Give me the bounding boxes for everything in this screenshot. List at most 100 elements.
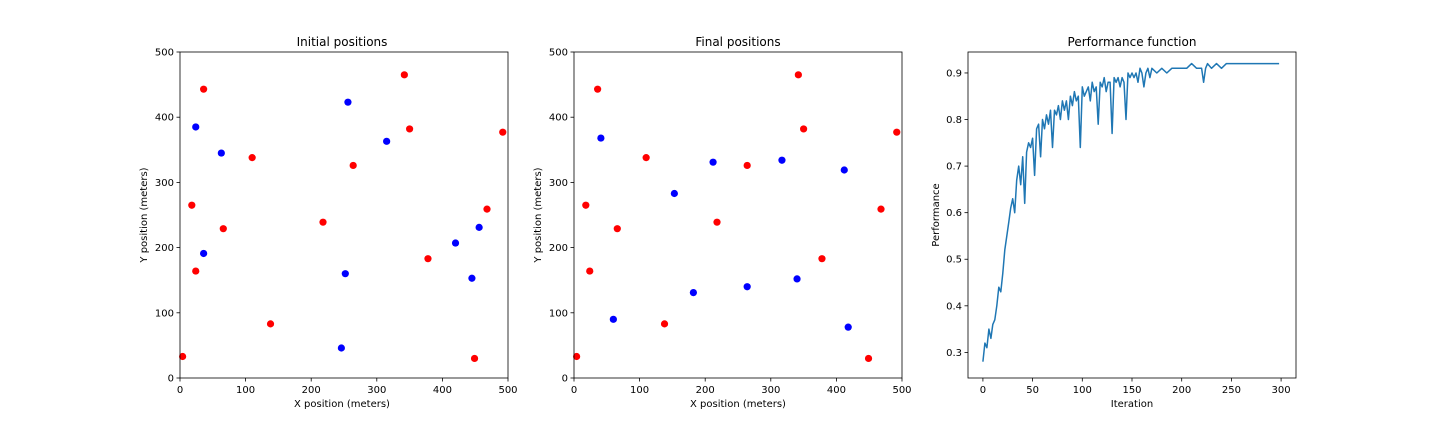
x-axis-label: Iteration (1111, 399, 1153, 410)
blue-point (743, 283, 751, 291)
blue-point (609, 315, 617, 323)
x-tick-label: 300 (367, 385, 386, 396)
chart-title: Performance function (1068, 35, 1197, 49)
y-tick-label: 0.7 (946, 162, 962, 173)
red-point (586, 267, 594, 275)
x-axis-label: X position (meters) (294, 399, 390, 410)
y-tick-label: 400 (155, 113, 174, 124)
y-tick-label: 100 (155, 308, 174, 319)
x-tick-label: 200 (1172, 385, 1191, 396)
axis-ticks: 0 100 200 300 400 500 0 100 200 300 400 500 (549, 48, 912, 397)
x-axis-label: X position (meters) (690, 399, 786, 410)
y-tick-label: 0.3 (946, 348, 962, 359)
chart-title: Initial positions (297, 35, 388, 49)
red-point (483, 205, 491, 213)
y-tick-label: 0.9 (946, 68, 962, 79)
red-point (864, 354, 873, 363)
x-tick-label: 400 (827, 385, 846, 396)
y-tick-label: 0 (168, 374, 174, 385)
y-tick-label: 0.6 (946, 208, 962, 219)
red-point (219, 225, 227, 233)
red-point (713, 218, 721, 226)
blue-point (468, 274, 476, 282)
red-point (818, 255, 826, 263)
blue-point (344, 98, 352, 106)
x-tick-label: 500 (498, 385, 517, 396)
x-tick-label: 300 (1272, 385, 1291, 396)
data-points (573, 71, 901, 363)
y-tick-label: 200 (549, 243, 568, 254)
red-point (319, 218, 327, 226)
red-point (660, 320, 669, 328)
red-point (179, 352, 187, 361)
x-tick-label: 50 (1026, 385, 1039, 396)
x-tick-label: 0 (177, 385, 183, 396)
red-point (424, 255, 432, 263)
red-point (200, 85, 208, 93)
red-point (406, 125, 414, 133)
red-point (400, 71, 408, 79)
x-tick-label: 150 (1122, 385, 1141, 396)
y-tick-label: 500 (549, 48, 568, 59)
red-point (582, 201, 590, 209)
blue-point (337, 344, 345, 352)
blue-point (217, 149, 225, 157)
blue-point (475, 223, 483, 231)
y-tick-label: 200 (155, 243, 174, 254)
blue-point (670, 189, 678, 198)
blue-point (793, 275, 801, 283)
blue-point (597, 134, 605, 142)
red-point (573, 352, 581, 361)
axis-ticks: 0 100 200 300 400 500 0 100 200 300 400 500 (155, 48, 518, 397)
y-tick-label: 300 (155, 178, 174, 189)
blue-point (840, 166, 848, 174)
blue-point (778, 156, 786, 164)
red-point (266, 320, 275, 328)
x-tick-label: 0 (571, 385, 577, 396)
final-positions-chart: Final positions X position (meters) Y po… (533, 35, 912, 410)
x-tick-label: 300 (761, 385, 780, 396)
x-tick-label: 500 (892, 385, 911, 396)
x-tick-label: 200 (696, 385, 715, 396)
performance-line (982, 62, 1280, 362)
axis-ticks: 0 50 100 150 200 250 300 0.3 0.4 0.5 0.6 0.7 0.8 0.9 (946, 68, 1291, 396)
red-point (794, 71, 802, 79)
x-tick-label: 250 (1222, 385, 1241, 396)
red-point (594, 85, 602, 93)
y-tick-label: 400 (549, 113, 568, 124)
red-point (613, 225, 621, 233)
red-point (248, 154, 256, 162)
plot-frame (179, 51, 509, 379)
y-axis-label: Y position (meters) (139, 167, 150, 263)
y-tick-label: 500 (155, 48, 174, 59)
red-point (188, 201, 196, 209)
red-point (642, 154, 650, 162)
y-tick-label: 0.5 (946, 255, 962, 266)
y-tick-label: 0 (562, 374, 568, 385)
blue-point (383, 137, 391, 145)
blue-point (689, 288, 697, 297)
chart-title: Final positions (695, 35, 780, 49)
red-point (499, 128, 507, 136)
initial-positions-chart: Initial positions X position (meters) Y … (139, 35, 518, 410)
y-tick-label: 0.8 (946, 115, 962, 126)
red-point (470, 354, 479, 363)
x-tick-label: 100 (1073, 385, 1092, 396)
red-point (349, 161, 357, 170)
plot-frame (967, 51, 1297, 379)
red-point (893, 128, 901, 136)
y-tick-label: 0.4 (946, 301, 962, 312)
blue-point (844, 323, 852, 331)
x-tick-label: 0 (980, 385, 986, 396)
plot-frame (573, 51, 903, 379)
blue-point (451, 239, 460, 247)
x-tick-label: 200 (302, 385, 321, 396)
x-tick-label: 100 (630, 385, 649, 396)
blue-point (341, 270, 349, 278)
red-point (192, 267, 200, 275)
y-axis-label: Y position (meters) (533, 167, 544, 263)
data-line (982, 62, 1280, 362)
red-point (743, 161, 751, 170)
y-axis-label: Performance (931, 183, 942, 246)
